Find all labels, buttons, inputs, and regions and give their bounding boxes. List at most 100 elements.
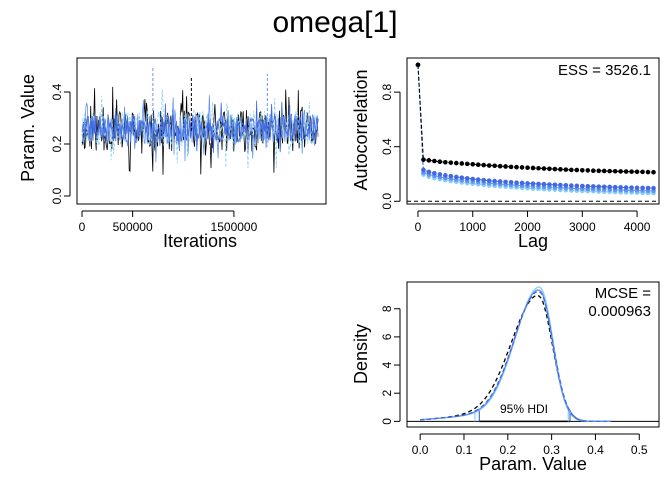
acf-x-tick-label: 0	[415, 220, 422, 234]
acf-point	[590, 168, 596, 174]
acf-point	[623, 185, 629, 190]
acf-point	[503, 179, 508, 185]
acf-point	[448, 173, 454, 179]
density-y-tick-label: 8	[380, 305, 394, 312]
acf-point	[618, 169, 623, 174]
density-y-tick-label: 6	[380, 333, 394, 340]
acf-point	[437, 172, 443, 177]
acf-series-line	[417, 64, 654, 192]
acf-point	[426, 169, 432, 175]
acf-point	[580, 167, 585, 173]
acf-point	[574, 167, 580, 173]
acf-point	[432, 170, 437, 176]
density-x-tick-label: 0.3	[543, 443, 560, 457]
acf-point	[464, 176, 470, 181]
acf-point	[432, 158, 437, 164]
ess-annotation: ESS = 3526.1	[558, 62, 651, 79]
acf-point	[454, 160, 459, 166]
acf-point	[629, 169, 634, 174]
acf-y-tick-label: 0.0	[380, 193, 394, 210]
acf-point	[475, 177, 481, 182]
acf-point	[481, 162, 486, 168]
figure-title: omega[1]	[272, 6, 397, 39]
acf-y-tick-label: 0.4	[380, 138, 394, 155]
acf-y-axis-label: Autocorrelation	[351, 69, 371, 190]
trace-plot-frame	[76, 57, 327, 205]
acf-point	[601, 168, 607, 174]
acf-point	[547, 166, 552, 172]
acf-point	[514, 164, 519, 170]
acf-x-tick-label: 4000	[624, 220, 651, 234]
acf-point	[651, 185, 656, 191]
acf-point	[536, 165, 541, 171]
acf-point	[475, 162, 481, 168]
trace-series-line	[81, 95, 319, 163]
acf-point	[558, 167, 563, 172]
acf-point	[448, 160, 454, 165]
acf-point	[634, 185, 640, 191]
acf-point	[421, 157, 426, 162]
acf-point	[541, 166, 547, 171]
acf-point	[640, 185, 645, 191]
trace-y-tick-label: 0.4	[50, 83, 64, 100]
acf-point	[596, 184, 602, 189]
acf-point	[508, 180, 514, 185]
acf-point	[464, 161, 470, 167]
acf-axes: 0 1000 2000 3000 4000 0.0 0.4 0.8	[380, 83, 651, 234]
acf-point	[525, 181, 530, 186]
trace-y-tick-label: 0.0	[50, 187, 64, 204]
density-x-tick-label: 0.5	[631, 443, 648, 457]
density-y-tick-label: 4	[380, 361, 394, 368]
acf-point	[492, 163, 497, 169]
acf-point	[503, 164, 508, 169]
trace-series-group	[81, 66, 319, 175]
density-x-tick-label: 0.1	[456, 443, 473, 457]
acf-point	[640, 169, 645, 175]
trace-panel: 0 500000 1500000 0.0 0.2 0.4 Iterations Param…	[18, 57, 327, 251]
density-x-tick-label: 0.4	[587, 443, 604, 457]
acf-point	[541, 181, 547, 187]
acf-point	[623, 169, 629, 174]
acf-point	[563, 167, 569, 172]
acf-point	[629, 185, 634, 190]
trace-x-tick-label: 500000	[113, 220, 153, 234]
density-y-tick-label: 2	[380, 390, 394, 397]
density-x-tick-label: 0.2	[499, 443, 516, 457]
acf-point	[612, 184, 618, 190]
acf-point	[607, 184, 612, 190]
acf-point	[459, 175, 465, 180]
acf-point	[645, 185, 651, 191]
density-y-axis-label: Density	[351, 324, 371, 384]
acf-point	[486, 163, 492, 168]
acf-point	[497, 179, 503, 184]
acf-point	[497, 163, 503, 169]
acf-series-line	[417, 64, 654, 189]
acf-x-tick-label: 3000	[569, 220, 596, 234]
density-y-tick-label: 0	[380, 418, 394, 425]
acf-point	[437, 159, 443, 165]
acf-x-axis-label: Lag	[518, 231, 548, 251]
density-series-group	[407, 286, 659, 423]
acf-series-line	[417, 64, 654, 194]
density-x-axis-label: Param. Value	[479, 454, 587, 474]
mcse-annotation-value: 0.000963	[588, 303, 651, 320]
acf-point	[492, 178, 497, 184]
acf-point	[607, 168, 612, 174]
acf-x-tick-label: 2000	[514, 220, 541, 234]
acf-point	[590, 184, 596, 189]
mcse-annotation-label: MCSE =	[595, 285, 652, 302]
acf-point	[547, 182, 552, 187]
acf-point	[645, 169, 651, 175]
density-axes: 0.0 0.1 0.2 0.3 0.4 0.5 0 2 4 6 8	[380, 305, 648, 457]
density-x-tick-label: 0.0	[412, 443, 429, 457]
trace-series-line	[81, 100, 319, 153]
acf-point	[519, 165, 525, 170]
acf-point	[634, 169, 640, 175]
trace-x-axis-label: Iterations	[163, 231, 237, 251]
acf-point	[508, 164, 514, 170]
acf-point	[558, 182, 563, 188]
acf-point	[421, 167, 426, 173]
